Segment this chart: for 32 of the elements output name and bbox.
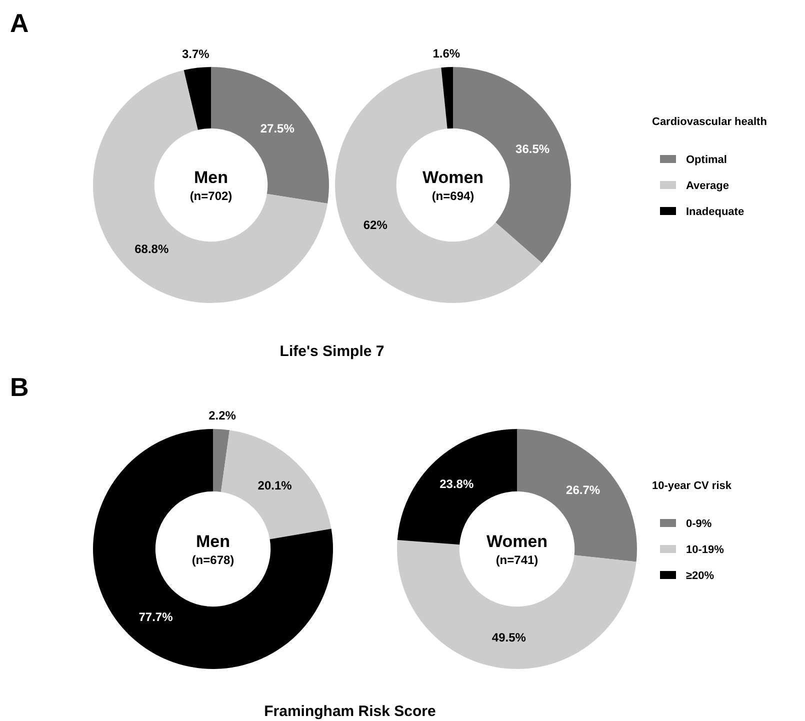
data-label: 77.7% [138, 610, 174, 624]
legend-label: ≥20% [686, 570, 714, 582]
data-label: 49.5% [492, 630, 526, 645]
data-label: 26.7% [566, 482, 600, 497]
slice-label: Women [486, 532, 548, 551]
legend-title: Cardiovascular health [652, 116, 768, 128]
data-label: 2.2% [208, 408, 236, 423]
text: (n=694) [432, 189, 474, 203]
legend-label: Inadequate [686, 206, 744, 218]
data-label: 36.5% [516, 142, 550, 156]
slice-label: Men [194, 168, 228, 187]
slice-label: Men [196, 532, 230, 551]
text: B [10, 372, 29, 402]
data-label: 23.8% [440, 477, 474, 492]
data-label: 27.5% [260, 121, 295, 136]
legend-label: 10-19% [686, 544, 724, 556]
legend-label: Average [686, 180, 730, 192]
legend-title: 10-year CV risk [652, 480, 732, 492]
text: Life's Simple 7 [280, 343, 384, 360]
data-label: 1.6% [432, 46, 460, 60]
data-label: 3.7% [182, 47, 210, 62]
text: (n=702) [190, 189, 232, 203]
slice-label: Women [422, 168, 484, 187]
text: A [10, 8, 29, 38]
text: (n=678) [192, 553, 234, 567]
data-label: 62% [363, 218, 388, 232]
text: Framingham Risk Score [264, 703, 436, 720]
text: (n=741) [496, 553, 538, 567]
data-label: 68.8% [134, 242, 169, 256]
legend-label: 0-9% [686, 518, 712, 530]
data-label: 20.1% [258, 478, 292, 492]
legend-label: Optimal [686, 154, 727, 166]
